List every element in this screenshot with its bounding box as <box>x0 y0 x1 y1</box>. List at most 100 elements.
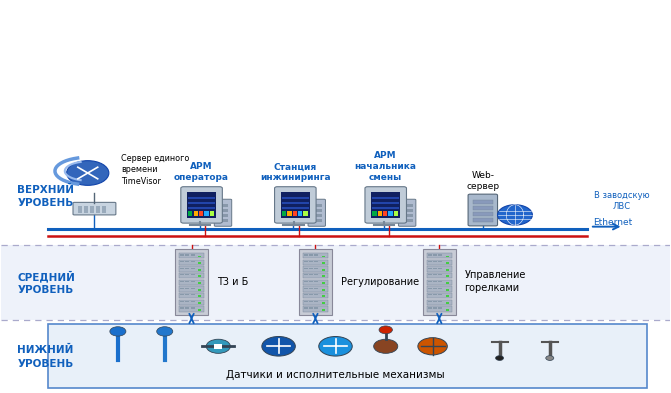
Bar <box>1 246 670 320</box>
Bar <box>204 211 209 216</box>
Bar <box>309 254 313 255</box>
Bar <box>402 219 413 222</box>
FancyBboxPatch shape <box>274 187 316 223</box>
Bar <box>427 288 431 289</box>
Text: Ethernet: Ethernet <box>593 218 633 227</box>
Circle shape <box>206 339 230 353</box>
Bar <box>309 301 313 302</box>
Bar <box>438 261 442 262</box>
Bar <box>180 274 184 275</box>
Bar <box>371 192 401 219</box>
Bar <box>179 286 204 292</box>
Bar <box>309 274 313 275</box>
Circle shape <box>157 327 173 336</box>
Bar <box>179 280 204 285</box>
Text: Станция
инжиниринга: Станция инжиниринга <box>260 162 331 182</box>
Text: Датчики и исполнительные механизмы: Датчики и исполнительные механизмы <box>226 370 445 380</box>
Bar <box>433 268 437 269</box>
Bar <box>378 211 382 216</box>
Bar <box>185 254 189 255</box>
Bar <box>217 204 228 207</box>
Bar <box>427 273 452 278</box>
Bar <box>185 261 189 262</box>
Bar <box>383 211 387 216</box>
Bar <box>185 307 189 309</box>
Bar <box>315 268 319 269</box>
Bar <box>304 268 308 269</box>
Bar <box>438 281 442 282</box>
Bar <box>209 211 214 216</box>
Bar <box>433 274 437 275</box>
Bar <box>427 280 452 285</box>
Bar <box>198 255 201 257</box>
Bar <box>179 300 204 305</box>
Bar <box>394 211 398 216</box>
Bar <box>322 275 325 277</box>
Bar <box>185 294 189 296</box>
FancyBboxPatch shape <box>180 187 222 223</box>
Bar <box>427 293 452 298</box>
Bar <box>103 206 107 213</box>
Bar <box>427 301 431 302</box>
Circle shape <box>496 356 503 360</box>
Bar <box>309 307 313 309</box>
Bar <box>438 274 442 275</box>
Bar <box>282 202 309 204</box>
Circle shape <box>319 336 352 356</box>
Bar <box>191 268 195 269</box>
Bar <box>433 294 437 296</box>
Bar <box>427 268 431 269</box>
Bar <box>311 209 322 212</box>
Circle shape <box>66 161 109 185</box>
Text: ВЕРХНИЙ
УРОВЕНЬ: ВЕРХНИЙ УРОВЕНЬ <box>17 185 74 208</box>
Text: Управление
горелками: Управление горелками <box>464 270 526 293</box>
Circle shape <box>418 338 448 355</box>
Bar <box>185 301 189 302</box>
Bar <box>402 204 413 207</box>
Bar <box>217 219 228 222</box>
Text: Сервер единого
времени
TimeVisor: Сервер единого времени TimeVisor <box>121 154 190 186</box>
Bar <box>304 254 308 255</box>
Bar <box>198 289 201 290</box>
Bar <box>282 207 309 209</box>
Bar <box>402 214 413 217</box>
Bar <box>309 281 313 282</box>
Bar <box>473 218 493 222</box>
Bar <box>214 344 222 349</box>
Bar <box>427 261 431 262</box>
Bar <box>427 254 431 255</box>
Bar <box>322 289 325 290</box>
Bar <box>48 324 647 388</box>
Bar <box>280 192 310 219</box>
Bar <box>438 254 442 255</box>
Bar <box>304 281 308 282</box>
Bar <box>198 282 201 284</box>
Bar <box>427 307 431 309</box>
Bar <box>402 209 413 212</box>
Bar <box>315 307 319 309</box>
Bar <box>372 207 399 209</box>
Bar <box>303 300 328 305</box>
FancyBboxPatch shape <box>423 249 456 315</box>
Bar <box>433 261 437 262</box>
Bar <box>427 266 452 272</box>
Text: СРЕДНИЙ
УРОВЕНЬ: СРЕДНИЙ УРОВЕНЬ <box>17 270 75 295</box>
Circle shape <box>110 327 126 336</box>
Bar <box>446 275 449 277</box>
Bar <box>97 206 101 213</box>
Bar <box>303 266 328 272</box>
Bar <box>198 309 201 310</box>
Bar <box>315 301 319 302</box>
Circle shape <box>374 339 398 353</box>
Bar <box>473 200 493 204</box>
Bar <box>303 260 328 265</box>
Bar <box>180 281 184 282</box>
Bar <box>446 255 449 257</box>
Bar <box>179 260 204 265</box>
Bar <box>427 307 452 312</box>
Bar <box>438 294 442 296</box>
Bar <box>179 307 204 312</box>
Bar <box>217 209 228 212</box>
Bar <box>185 288 189 289</box>
Bar <box>427 253 452 258</box>
